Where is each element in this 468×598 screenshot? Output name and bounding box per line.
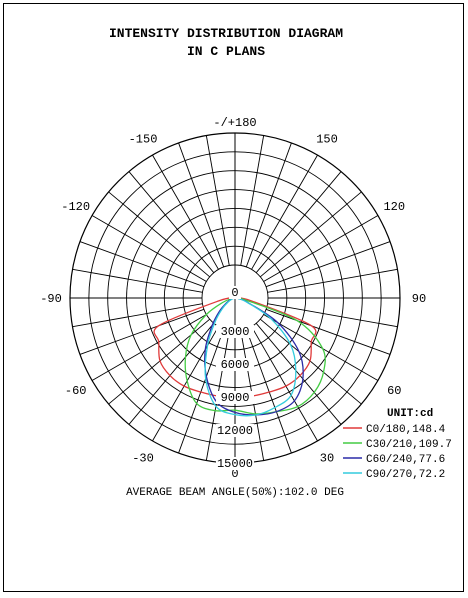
legend-entry: C90/270,72.2 (366, 469, 445, 481)
grid-spoke (128, 322, 215, 425)
grid-spoke (267, 268, 398, 293)
angle-labels: -/+180 150 120 90 60 30 0 -30 -60 -90 -120 -150 (40, 116, 426, 481)
series-curve-1 (184, 296, 326, 415)
angle-label: 150 (316, 133, 338, 147)
grid-spoke (91, 314, 207, 381)
radial-tick-label: 15000 (217, 457, 253, 471)
angle-label: -90 (40, 292, 62, 306)
grid-spoke (259, 318, 362, 405)
legend-entry: C0/180,148.4 (366, 424, 446, 436)
grid-spoke (91, 215, 207, 282)
radial-tick-label: 3000 (221, 325, 250, 339)
grid-spoke (72, 303, 203, 328)
legend-entry: C60/240,77.6 (366, 454, 445, 466)
angle-label: -/+180 (213, 116, 256, 130)
legend-entry: C30/210,109.7 (366, 439, 452, 451)
radial-label-bg (216, 325, 254, 338)
grid-spoke (265, 241, 391, 288)
angle-label: -60 (65, 384, 87, 398)
radial-label-bg (216, 358, 254, 371)
radial-tick-label: 6000 (221, 358, 250, 372)
grid-spoke (178, 328, 225, 454)
grid-spoke (245, 328, 292, 454)
angle-label: 120 (383, 200, 405, 214)
grid-spoke (72, 268, 203, 293)
grid-spoke (251, 326, 318, 442)
chart-frame (3, 3, 464, 592)
grid-spoke (240, 135, 265, 266)
radial-tick-label: 0 (231, 286, 238, 300)
angle-label: -150 (129, 133, 158, 147)
grid-spoke (263, 314, 379, 381)
grid-spoke (79, 308, 205, 355)
grid-spoke (265, 308, 391, 355)
grid-spoke (251, 154, 318, 270)
radial-label-bg (216, 424, 254, 437)
grid-spoke (128, 171, 215, 274)
chart-title-line-2: IN C PLANS (187, 44, 265, 59)
angle-label: -30 (132, 451, 154, 465)
grid-spoke (263, 215, 379, 282)
series-curve-3 (204, 297, 297, 417)
grid-spoke (205, 135, 230, 266)
radial-label-bg (229, 286, 241, 299)
grid-spoke (152, 154, 219, 270)
radial-label-bg (216, 457, 254, 470)
grid-spoke (108, 191, 211, 278)
grid-spoke (259, 191, 362, 278)
angle-label: 30 (320, 451, 334, 465)
grid-spoke (255, 322, 342, 425)
angle-label: 90 (412, 292, 426, 306)
angle-label: 0 (231, 467, 238, 481)
legend: C0/180,148.4 C30/210,109.7 C60/240,77.6 C90… (343, 424, 452, 481)
radial-tick-label: 12000 (217, 424, 253, 438)
radial-label-bg (216, 391, 254, 404)
grid-spoke (108, 318, 211, 405)
chart-title-line-1: INTENSITY DISTRIBUTION DIAGRAM (109, 26, 343, 41)
average-beam-angle: AVERAGE BEAM ANGLE(50%):102.0 DEG (126, 487, 344, 499)
radial-tick-labels: 0 3000 6000 9000 12000 15000 (216, 286, 254, 471)
grid-spoke (267, 303, 398, 328)
grid-spoke (178, 142, 225, 268)
grid-spoke (79, 241, 205, 288)
grid-spoke (245, 142, 292, 268)
radial-tick-label: 9000 (221, 391, 250, 405)
angle-label: 60 (387, 384, 401, 398)
grid-spoke (255, 171, 342, 274)
unit-label: UNIT:cd (387, 408, 433, 420)
angle-label: -120 (61, 200, 90, 214)
